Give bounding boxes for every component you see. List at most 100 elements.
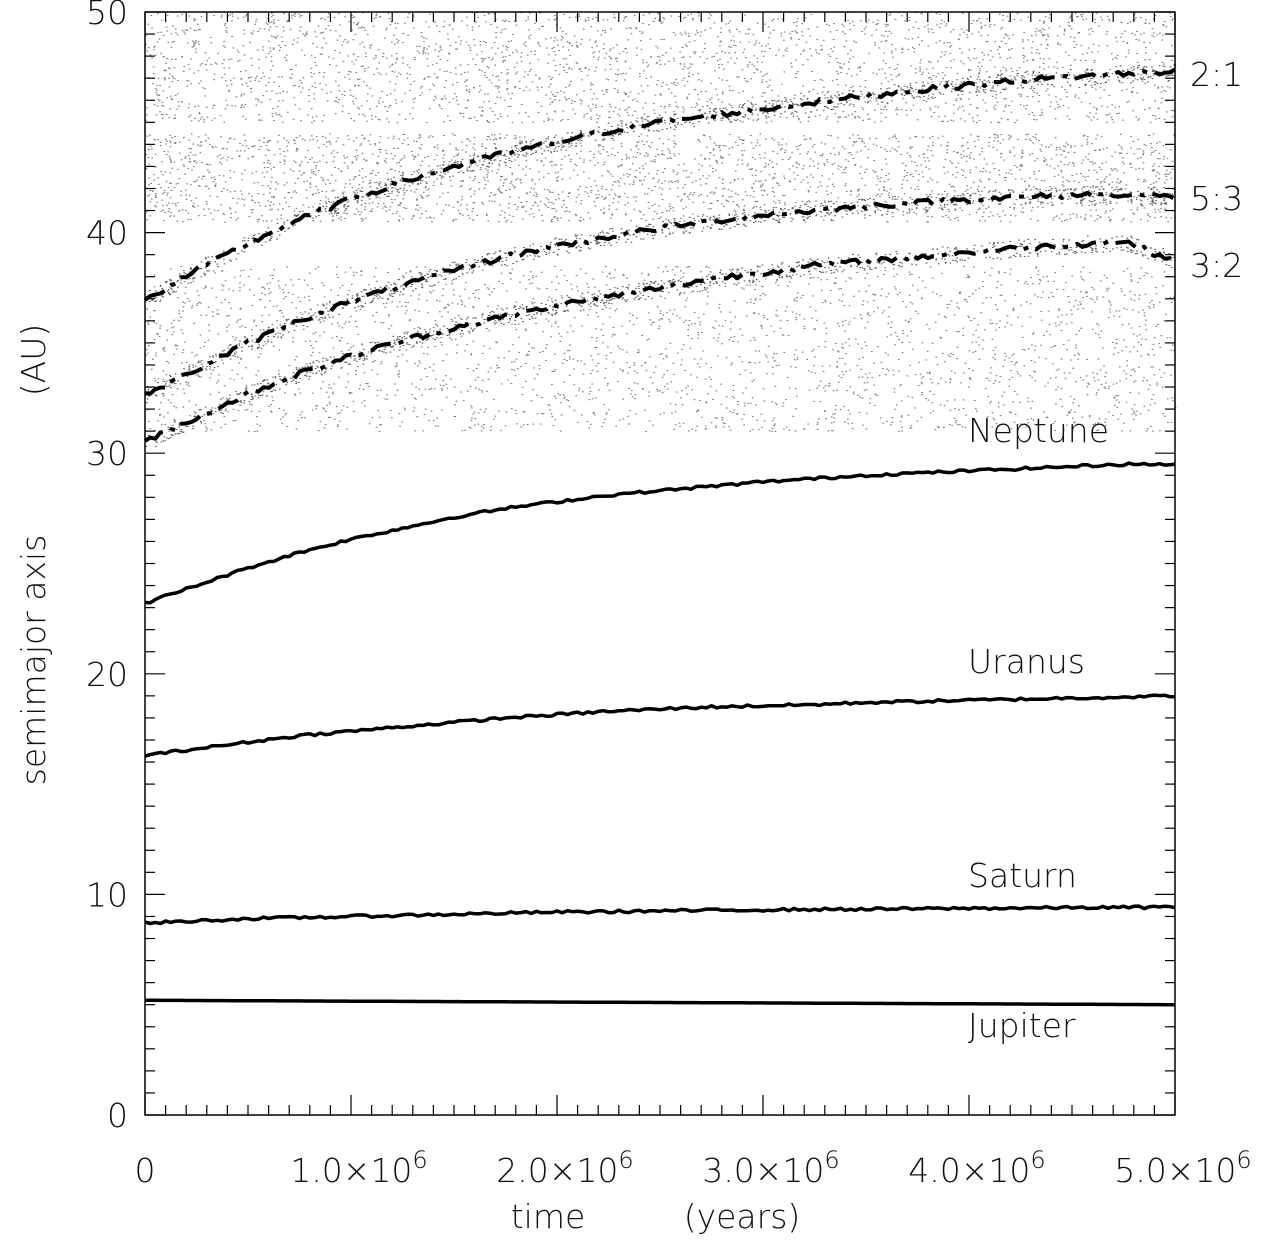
- scatter-point: [451, 280, 454, 282]
- scatter-point: [472, 370, 475, 372]
- scatter-point: [1125, 373, 1128, 375]
- scatter-point: [385, 158, 387, 160]
- scatter-point: [1171, 397, 1173, 399]
- scatter-point: [1089, 298, 1092, 300]
- scatter-point: [911, 198, 913, 200]
- scatter-point: [179, 152, 181, 154]
- scatter-point: [1158, 301, 1161, 303]
- scatter-point: [459, 213, 462, 215]
- scatter-point: [372, 315, 374, 317]
- scatter-point: [1108, 411, 1110, 413]
- scatter-point: [955, 420, 957, 422]
- scatter-point: [626, 196, 629, 198]
- scatter-point: [643, 179, 645, 181]
- scatter-point: [158, 408, 161, 410]
- scatter-point: [915, 136, 918, 138]
- scatter-point: [309, 139, 311, 141]
- scatter-point: [936, 181, 939, 183]
- scatter-point: [1065, 142, 1068, 144]
- scatter-point: [986, 377, 988, 379]
- scatter-point: [626, 362, 628, 364]
- scatter-point: [615, 208, 618, 210]
- scatter-point: [972, 334, 975, 336]
- scatter-point: [461, 272, 464, 274]
- scatter-point: [1101, 162, 1104, 164]
- scatter-point: [881, 215, 883, 217]
- scatter-point: [1142, 380, 1144, 382]
- scatter-point: [220, 158, 222, 160]
- scatter-point: [889, 188, 892, 190]
- scatter-point: [399, 202, 402, 204]
- scatter-point: [732, 384, 735, 386]
- scatter-point: [671, 269, 674, 271]
- scatter-point: [380, 363, 383, 365]
- scatter-point: [365, 176, 367, 178]
- scatter-point: [854, 163, 857, 165]
- scatter-point: [996, 213, 999, 215]
- scatter-point: [200, 276, 202, 278]
- scatter-point: [660, 318, 662, 320]
- scatter-point: [852, 391, 855, 393]
- scatter-point: [447, 191, 449, 193]
- scatter-point: [355, 310, 357, 312]
- scatter-point: [1140, 157, 1142, 159]
- scatter-point: [659, 216, 662, 218]
- scatter-point: [483, 187, 486, 189]
- scatter-point: [346, 165, 349, 167]
- scatter-point: [658, 325, 661, 327]
- scatter-point: [670, 381, 672, 383]
- scatter-point: [858, 194, 860, 196]
- scatter-point: [1151, 202, 1154, 204]
- scatter-point: [1034, 380, 1037, 382]
- scatter-point: [989, 323, 992, 325]
- scatter-point: [659, 310, 662, 312]
- scatter-point: [353, 199, 356, 201]
- scatter-point: [1114, 405, 1116, 407]
- scatter-point: [317, 170, 320, 172]
- scatter-point: [1112, 353, 1115, 355]
- scatter-point: [547, 206, 550, 208]
- scatter-point: [1131, 408, 1133, 410]
- scatter-point: [185, 209, 187, 211]
- scatter-point: [505, 155, 507, 157]
- scatter-point: [945, 317, 947, 319]
- scatter-point: [763, 420, 766, 422]
- scatter-point: [500, 272, 503, 274]
- scatter-point: [597, 353, 600, 355]
- scatter-point: [210, 429, 213, 431]
- scatter-point: [344, 217, 346, 219]
- scatter-point: [1147, 428, 1149, 430]
- scatter-point: [897, 196, 900, 198]
- scatter-point: [489, 347, 491, 349]
- scatter-point: [635, 196, 638, 198]
- scatter-point: [1075, 173, 1078, 175]
- scatter-point: [792, 208, 794, 210]
- scatter-point: [1033, 294, 1036, 296]
- scatter-point: [1093, 301, 1096, 303]
- scatter-point: [1147, 409, 1150, 411]
- scatter-point: [240, 358, 242, 360]
- scatter-point: [551, 298, 553, 300]
- scatter-point: [1095, 203, 1097, 205]
- scatter-point: [494, 137, 497, 139]
- scatter-point: [1130, 279, 1133, 281]
- scatter-point: [406, 190, 408, 192]
- scatter-point: [966, 142, 969, 144]
- scatter-point: [219, 154, 222, 156]
- scatter-point: [227, 141, 229, 143]
- scatter-point: [602, 148, 605, 150]
- scatter-point: [1038, 283, 1041, 285]
- scatter-point: [562, 199, 565, 201]
- scatter-point: [473, 190, 476, 192]
- scatter-point: [393, 339, 395, 341]
- scatter-point: [1038, 170, 1040, 172]
- scatter-point: [621, 164, 623, 166]
- scatter-point: [737, 178, 740, 180]
- scatter-point: [1049, 186, 1052, 188]
- scatter-point: [801, 168, 804, 170]
- scatter-point: [1036, 206, 1039, 208]
- scatter-point: [959, 207, 962, 209]
- scatter-point: [931, 216, 933, 218]
- scatter-point: [767, 345, 770, 347]
- scatter-point: [1073, 422, 1075, 424]
